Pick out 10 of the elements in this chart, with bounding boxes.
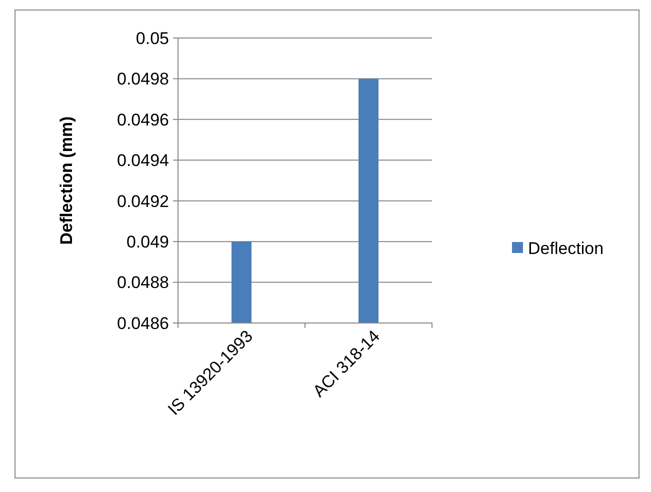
y-tick-label: 0.0488 [117,273,169,292]
y-tick-label: 0.0498 [117,70,169,89]
y-axis-title: Deflection (mm) [57,116,76,245]
y-tick-label: 0.05 [136,28,169,48]
y-tick-label: 0.049 [126,232,169,252]
y-tick-label: 0.0486 [117,314,169,333]
y-tick-label: 0.0494 [117,151,169,170]
y-tick-label: 0.0496 [117,110,169,130]
y-tick-label: 0.0492 [117,192,169,211]
legend-label: Deflection [528,238,604,258]
